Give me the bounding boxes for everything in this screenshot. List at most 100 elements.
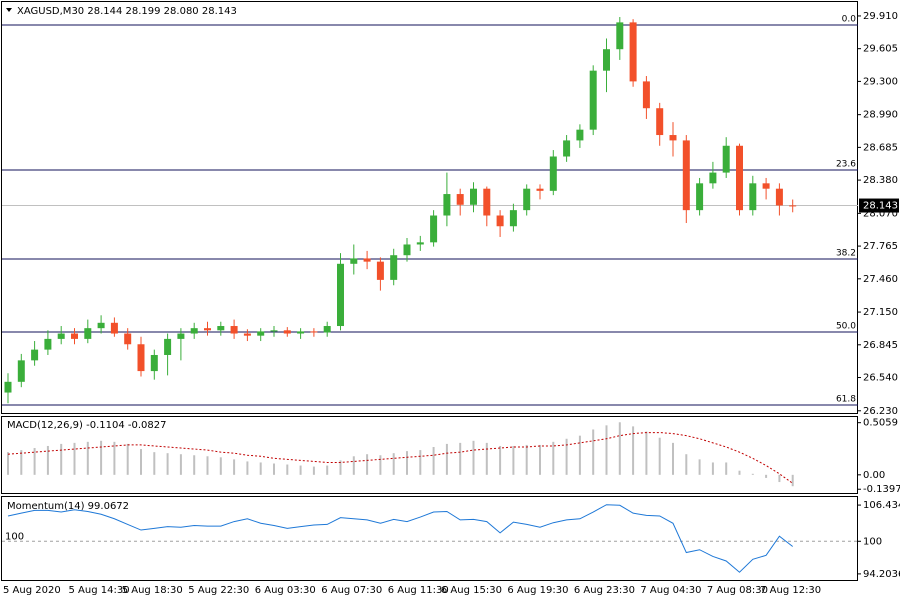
candle-body xyxy=(150,354,158,372)
candle-body xyxy=(31,349,39,361)
candle-body xyxy=(17,360,25,382)
x-tick-label: 6 Aug 23:30 xyxy=(574,585,635,596)
candle-body xyxy=(57,333,65,339)
candle-body xyxy=(496,215,504,227)
main-panel xyxy=(1,1,858,414)
candle-body xyxy=(642,81,650,109)
y-tick-label: 26.230 xyxy=(863,406,898,417)
x-tick-label: 7 Aug 12:30 xyxy=(760,585,821,596)
candle-body xyxy=(669,135,677,141)
candle-body xyxy=(603,49,610,71)
candle-body xyxy=(243,333,251,336)
x-tick-label: 7 Aug 08:30 xyxy=(707,585,768,596)
candle-body xyxy=(722,145,730,173)
candle-body xyxy=(110,322,118,334)
candle-body xyxy=(376,261,384,280)
fibo-label: 38.2 xyxy=(836,248,856,258)
candle-body xyxy=(775,188,783,206)
y-tick-label: 29.910 xyxy=(863,11,898,22)
current-price-label: 28.143 xyxy=(863,201,898,212)
x-tick-label: 5 Aug 2020 xyxy=(3,585,61,596)
y-tick-label: 0.5059 xyxy=(863,418,898,429)
candle-body xyxy=(656,108,664,136)
candle-body xyxy=(390,255,398,280)
candle-body xyxy=(430,215,438,243)
candle-body xyxy=(576,129,584,141)
y-tick-label: 27.150 xyxy=(863,307,898,318)
y-tick-label: 106.4345 xyxy=(863,500,900,511)
y-tick-label: 28.990 xyxy=(863,110,898,121)
y-tick-label: 27.460 xyxy=(863,274,898,285)
candle-body xyxy=(177,333,185,339)
candle-body xyxy=(736,145,743,211)
candle-body xyxy=(563,140,571,157)
fibo-label: 61.8 xyxy=(836,394,856,404)
candle-body xyxy=(257,331,265,336)
candle-body xyxy=(696,183,704,211)
candle-body xyxy=(4,381,12,393)
candle-body xyxy=(270,330,278,332)
candle-body xyxy=(337,263,344,327)
candle-body xyxy=(749,183,757,211)
momentum-title: Momentum(14) 99.0672 xyxy=(7,501,129,512)
candle-body xyxy=(616,22,624,50)
y-tick-label: -0.1397 xyxy=(863,484,900,495)
candle-body xyxy=(204,328,211,331)
candle-body xyxy=(456,194,464,205)
y-tick-label: 0.00 xyxy=(863,470,885,481)
candle-body xyxy=(71,333,78,339)
y-tick-label: 26.540 xyxy=(863,373,898,384)
candle-body xyxy=(97,322,105,329)
x-tick-label: 7 Aug 04:30 xyxy=(640,585,701,596)
candle-body xyxy=(523,188,531,211)
momentum-panel xyxy=(1,496,858,581)
candle-body xyxy=(283,330,291,334)
candle-body xyxy=(470,188,477,205)
candle-body xyxy=(44,338,52,350)
candle-body xyxy=(483,188,491,216)
y-tick-label: 100 xyxy=(863,536,882,547)
x-tick-label: 5 Aug 22:30 xyxy=(188,585,249,596)
x-tick-label: 6 Aug 07:30 xyxy=(321,585,382,596)
level-label: 100 xyxy=(5,531,24,542)
candle-body xyxy=(709,172,717,184)
x-tick-label: 5 Aug 14:30 xyxy=(69,585,130,596)
x-tick-label: 6 Aug 03:30 xyxy=(255,585,316,596)
candle-body xyxy=(190,328,198,334)
candle-body xyxy=(217,326,225,331)
y-tick-label: 28.070 xyxy=(863,208,898,219)
candle-body xyxy=(323,326,331,333)
fibo-label: 0.0 xyxy=(842,14,857,24)
candle-body xyxy=(350,258,358,264)
candle-body xyxy=(403,244,411,256)
y-tick-label: 29.605 xyxy=(863,44,898,55)
y-tick-label: 28.685 xyxy=(863,142,898,153)
momentum-line xyxy=(7,504,794,573)
candle-body xyxy=(536,188,544,191)
macd-title: MACD(12,26,9) -0.1104 -0.0827 xyxy=(7,420,167,431)
candle-body xyxy=(84,328,92,339)
fibo-label: 23.6 xyxy=(836,160,856,170)
x-tick-label: 6 Aug 11:30 xyxy=(388,585,449,596)
candle-body xyxy=(789,205,797,207)
candle-body xyxy=(549,156,557,191)
candle-body xyxy=(137,344,145,372)
y-tick-label: 26.845 xyxy=(863,340,898,351)
candle-body xyxy=(124,333,132,345)
candle-body xyxy=(164,338,172,355)
candle-body xyxy=(629,22,637,82)
candle-body xyxy=(297,331,305,334)
x-tick-label: 5 Aug 18:30 xyxy=(122,585,183,596)
candle-body xyxy=(509,210,517,227)
candle-body xyxy=(416,242,424,245)
y-tick-label: 94.2036 xyxy=(863,569,900,580)
menu-arrow[interactable] xyxy=(6,8,12,12)
candle-body xyxy=(443,194,451,216)
y-tick-label: 28.380 xyxy=(863,175,898,186)
current-price-box xyxy=(859,198,899,213)
macd-panel xyxy=(1,416,858,494)
candle-body xyxy=(682,140,690,211)
